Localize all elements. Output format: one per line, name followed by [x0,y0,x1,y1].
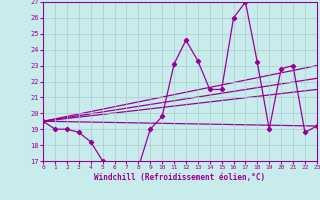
X-axis label: Windchill (Refroidissement éolien,°C): Windchill (Refroidissement éolien,°C) [94,173,266,182]
